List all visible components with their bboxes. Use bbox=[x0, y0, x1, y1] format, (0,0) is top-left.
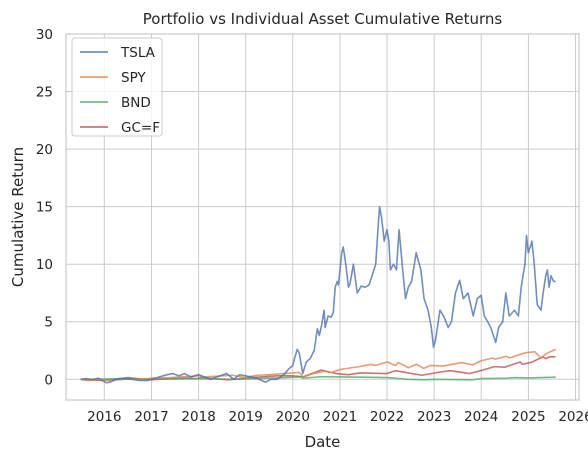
legend: TSLA SPY BND GC=F bbox=[71, 37, 163, 137]
legend-label-bnd: BND bbox=[121, 95, 151, 111]
y-tick-label: 25 bbox=[36, 85, 53, 101]
legend-box bbox=[71, 37, 163, 137]
y-tick-labels: 0 5 10 15 20 25 30 bbox=[36, 27, 53, 388]
grid bbox=[66, 33, 579, 400]
y-tick-label: 0 bbox=[44, 372, 53, 388]
series-layer bbox=[80, 205, 556, 384]
x-tick-label: 2025 bbox=[511, 409, 545, 425]
x-axis-label: Date bbox=[305, 433, 341, 451]
x-tick-label: 2017 bbox=[134, 409, 168, 425]
legend-label-gc-f: GC=F bbox=[121, 120, 160, 136]
y-tick-label: 5 bbox=[44, 315, 53, 331]
plot-frame bbox=[65, 33, 580, 401]
y-axis-label: Cumulative Return bbox=[9, 147, 27, 287]
legend-label-spy: SPY bbox=[121, 70, 146, 86]
series-line-tsla bbox=[80, 205, 556, 384]
x-tick-label: 2022 bbox=[370, 409, 404, 425]
chart-title: Portfolio vs Individual Asset Cumulative… bbox=[143, 10, 503, 28]
x-tick-label: 2024 bbox=[464, 409, 498, 425]
x-tick-label: 2016 bbox=[87, 409, 121, 425]
x-tick-label: 2021 bbox=[323, 409, 357, 425]
x-tick-label: 2018 bbox=[181, 409, 215, 425]
x-tick-label: 2019 bbox=[229, 409, 263, 425]
y-tick-label: 30 bbox=[36, 27, 53, 43]
y-tick-label: 15 bbox=[36, 200, 53, 216]
x-tick-labels: 2016 2017 2018 2019 2020 2021 2022 2023 2024 2025… bbox=[87, 409, 588, 425]
legend-label-tsla: TSLA bbox=[120, 45, 156, 61]
x-tick-label: 2026 bbox=[558, 409, 588, 425]
y-tick-label: 10 bbox=[36, 257, 53, 273]
x-tick-label: 2023 bbox=[417, 409, 451, 425]
y-tick-label: 20 bbox=[36, 142, 53, 158]
x-tick-label: 2020 bbox=[276, 409, 310, 425]
